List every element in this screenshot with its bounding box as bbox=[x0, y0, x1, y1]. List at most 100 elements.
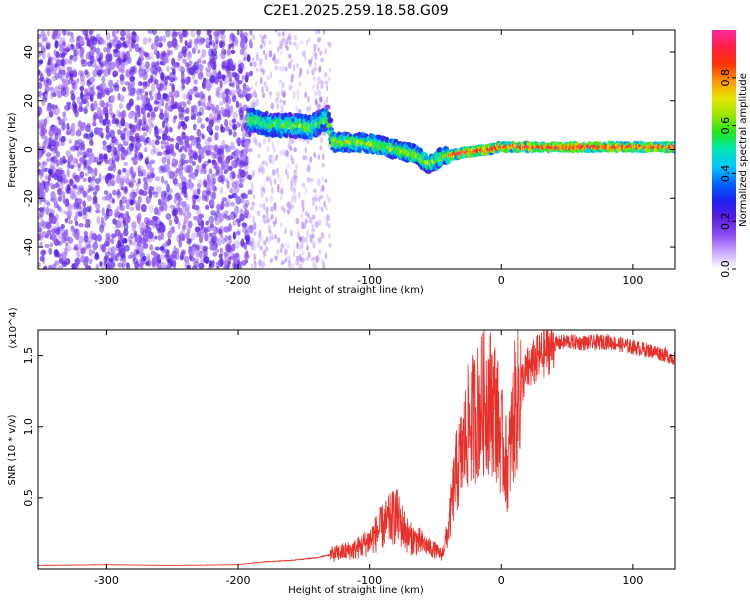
spectrogram-cell bbox=[106, 46, 111, 55]
spectrogram-cell bbox=[168, 170, 175, 180]
spectrogram-cell bbox=[131, 136, 137, 142]
spectrogram-cell bbox=[304, 91, 308, 98]
spectrogram-cell bbox=[312, 197, 315, 202]
spectrogram-cell bbox=[446, 160, 451, 165]
spectrogram-cell bbox=[128, 98, 134, 107]
spectrogram-cell bbox=[294, 174, 298, 180]
spectrogram-cell bbox=[256, 210, 261, 217]
spectrogram-cell bbox=[271, 142, 275, 149]
spectrogram-cell bbox=[134, 110, 139, 116]
spectrogram-cell bbox=[228, 194, 233, 199]
spectrogram-cell bbox=[204, 139, 210, 147]
spectrogram-cell bbox=[203, 256, 210, 264]
spectrogram-cell bbox=[177, 55, 182, 62]
spectrogram-cell bbox=[69, 37, 75, 43]
spectrogram-cell bbox=[98, 83, 103, 92]
spectrogram-cell bbox=[68, 219, 74, 225]
spectrogram-cell bbox=[300, 212, 304, 219]
spectrogram-cell bbox=[77, 242, 83, 251]
spectrogram-cell bbox=[54, 260, 60, 266]
spectrogram-cell bbox=[318, 103, 322, 108]
spectrogram-cell bbox=[188, 88, 194, 96]
spectrogram-cell bbox=[316, 37, 321, 43]
spectrogram-cell bbox=[38, 212, 42, 218]
spectrogram-cell bbox=[252, 215, 255, 223]
spectrogram-cell bbox=[114, 209, 120, 218]
spectrogram-cell bbox=[265, 236, 269, 243]
spectrogram-cell bbox=[213, 31, 217, 37]
spectrogram-cell bbox=[75, 36, 80, 46]
spectrogram-cell bbox=[142, 176, 147, 183]
spectrogram-cell bbox=[92, 199, 99, 206]
spectrogram-cell bbox=[280, 205, 285, 212]
spectrogram-cell bbox=[145, 155, 150, 163]
spectrogram-cell bbox=[237, 63, 243, 69]
spectrogram-cell bbox=[39, 241, 43, 248]
spectrogram-cell bbox=[314, 90, 318, 97]
spectrogram-cell bbox=[179, 254, 184, 261]
spectrogram-cell bbox=[120, 186, 124, 191]
spectrogram-cell bbox=[116, 193, 121, 200]
spectrogram-cell bbox=[317, 30, 321, 35]
spectrogram-cell bbox=[68, 139, 72, 144]
spectrogram-cell bbox=[80, 98, 87, 105]
spectrogram-cell bbox=[41, 163, 46, 171]
spectrogram-cell bbox=[121, 86, 127, 92]
spectrogram-cell bbox=[259, 203, 264, 208]
spectrogram-cell bbox=[319, 50, 323, 56]
spectrogram-cell bbox=[202, 245, 209, 251]
spectrogram-cell bbox=[137, 165, 144, 172]
spectrogram-cell bbox=[171, 103, 178, 110]
spectrogram-cell bbox=[132, 140, 137, 149]
spectrogram-cell bbox=[186, 238, 192, 245]
spectrogram-cell bbox=[304, 55, 307, 62]
spectrogram-cell bbox=[88, 258, 93, 265]
spectrogram-cell bbox=[40, 125, 44, 134]
spectrogram-cell bbox=[109, 129, 116, 139]
spectrogram-cell bbox=[317, 76, 322, 85]
spectrogram-cell bbox=[178, 113, 185, 121]
spectrogram-cell bbox=[38, 52, 41, 58]
spectrogram-cell bbox=[165, 102, 169, 111]
spectrogram-cell bbox=[44, 200, 50, 206]
spectrogram-cell bbox=[268, 91, 273, 96]
spectrogram-cell bbox=[187, 220, 193, 229]
spectrogram-cell bbox=[242, 150, 248, 159]
spectrogram-cell bbox=[149, 66, 156, 72]
spectrogram-cell bbox=[188, 155, 194, 164]
spectrogram-cell bbox=[79, 186, 85, 194]
spectrogram-cell bbox=[160, 233, 165, 240]
spectrogram-cell bbox=[216, 91, 223, 99]
spectrogram-cell bbox=[205, 220, 210, 226]
spectrogram-cell bbox=[269, 257, 274, 263]
spectrogram-cell bbox=[262, 160, 267, 166]
spectrogram-cell bbox=[233, 257, 238, 265]
spectrogram-cell bbox=[74, 220, 79, 227]
spectrogram-cell bbox=[65, 197, 70, 207]
spectrogram-cell bbox=[52, 225, 58, 231]
spectrogram-cell bbox=[177, 221, 181, 229]
spectrogram-cell bbox=[85, 206, 91, 213]
spectrogram-cell bbox=[74, 140, 81, 150]
spectrogram-cell bbox=[232, 231, 236, 240]
spectrogram-cell bbox=[292, 41, 297, 46]
spectrogram-cell bbox=[38, 81, 43, 90]
spectrogram-cell bbox=[145, 123, 149, 133]
spectrogram-cell bbox=[225, 109, 232, 118]
spectrogram-cell bbox=[308, 59, 313, 65]
spectrogram-cell bbox=[276, 138, 280, 147]
spectrogram-cell bbox=[137, 196, 142, 204]
spectrogram-cell bbox=[306, 69, 310, 75]
spectrogram-cell bbox=[75, 158, 79, 164]
spectrogram-cell bbox=[296, 88, 300, 95]
spectrogram-cell bbox=[95, 47, 101, 55]
spectrogram-cell bbox=[208, 199, 215, 207]
spectrogram-cell bbox=[142, 81, 148, 87]
spectrogram-cell bbox=[151, 257, 157, 266]
spectrogram-cell bbox=[131, 40, 135, 49]
spectrogram-cell bbox=[65, 150, 71, 158]
spectrogram-cell bbox=[155, 185, 162, 195]
spectrogram-cell bbox=[104, 251, 111, 257]
spectrogram-cell bbox=[301, 221, 304, 230]
spectrogram-cell bbox=[267, 135, 271, 143]
